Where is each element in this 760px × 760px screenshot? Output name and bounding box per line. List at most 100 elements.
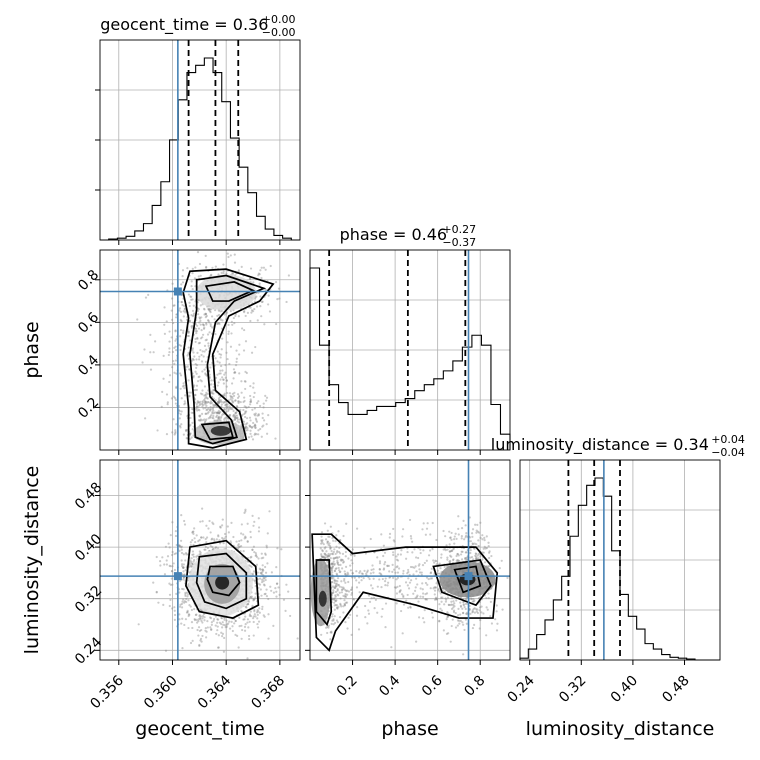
panel-geocent_time-vs-phase-sample-599 (184, 311, 187, 314)
panel-phase-vs-luminosity_distance-sample-382 (334, 585, 338, 588)
panel-geocent_time-vs-luminosity_distance-sample-65 (180, 514, 183, 517)
panel-phase-vs-luminosity_distance-sample-181 (350, 554, 353, 557)
panel-geocent_time-vs-luminosity_distance-sample-517 (250, 565, 253, 569)
panel-phase-vs-luminosity_distance-sample-665 (321, 541, 324, 544)
panel-geocent_time-vs-phase-sample-1301 (161, 390, 164, 394)
panel-geocent_time-vs-luminosity_distance-sample-732 (205, 524, 208, 527)
panel-geocent_time-vs-luminosity_distance-sample-956 (264, 553, 267, 556)
panel-geocent_time-vs-phase-sample-464 (209, 308, 213, 311)
panel-geocent_time-vs-phase-sample-389 (235, 411, 238, 414)
panel-geocent_time-vs-phase-sample-454 (254, 345, 257, 349)
panel-geocent_time-vs-phase-sample-308 (217, 412, 221, 415)
panel-geocent_time-vs-phase-sample-716 (197, 408, 200, 411)
panel-phase-vs-luminosity_distance-xticklabel-3: 0.8 (461, 673, 488, 700)
panel-phase-vs-luminosity_distance-sample-619 (334, 599, 337, 602)
panel-phase-vs-luminosity_distance-sample-1288 (430, 577, 434, 580)
panel-phase-vs-luminosity_distance-sample-947 (401, 632, 404, 635)
panel-geocent_time-vs-phase-sample-178 (211, 392, 214, 395)
panel-phase-vs-luminosity_distance-sample-225 (470, 598, 473, 601)
panel-geocent_time-vs-phase-sample-1323 (205, 391, 208, 394)
panel-geocent_time-vs-phase-sample-1173 (243, 310, 246, 313)
panel-geocent_time-vs-phase-sample-77 (235, 414, 239, 417)
panel-geocent_time-vs-phase-sample-590 (253, 300, 256, 303)
panel-phase-vs-luminosity_distance-sample-577 (434, 597, 438, 600)
panel-geocent_time-vs-phase-sample-1152 (194, 370, 197, 373)
hist-phase-frame (309, 249, 511, 451)
panel-phase-vs-luminosity_distance-sample-829 (418, 568, 421, 571)
panel-geocent_time-vs-phase-sample-805 (186, 334, 189, 337)
panel-phase-vs-luminosity_distance-sample-1218 (367, 609, 370, 612)
panel-phase-vs-luminosity_distance-sample-365 (329, 552, 332, 556)
panel-phase-vs-luminosity_distance-sample-892 (409, 534, 413, 538)
panel-geocent_time-vs-luminosity_distance-sample-1236 (171, 570, 174, 573)
panel-geocent_time-vs-luminosity_distance-sample-390 (251, 548, 254, 551)
panel-phase-vs-luminosity_distance-sample-318 (481, 558, 484, 561)
panel-geocent_time-vs-phase-sample-499 (252, 425, 256, 428)
panel-phase-vs-luminosity_distance-sample-598 (487, 592, 490, 595)
panel-geocent_time-vs-phase-sample-910 (205, 314, 208, 318)
panel-phase-vs-luminosity_distance-sample-566 (456, 552, 459, 556)
panel-geocent_time-vs-phase-sample-433 (249, 429, 252, 432)
panel-phase-vs-luminosity_distance-sample-491 (488, 550, 491, 553)
panel-geocent_time-vs-phase-sample-745 (205, 404, 208, 407)
panel-phase-vs-luminosity_distance-sample-830 (323, 552, 326, 555)
panel-phase-vs-luminosity_distance-sample-447 (332, 557, 335, 560)
panel-geocent_time-vs-luminosity_distance-sample-419 (211, 521, 214, 524)
panel-phase-vs-luminosity_distance-sample-412 (344, 565, 348, 568)
panel-geocent_time-vs-phase-sample-813 (180, 397, 183, 400)
panel-phase-vs-luminosity_distance-sample-85 (335, 606, 339, 609)
panel-geocent_time-vs-phase-sample-497 (259, 427, 262, 431)
panel-geocent_time-vs-luminosity_distance-sample-1017 (234, 619, 237, 622)
panel-geocent_time-vs-phase-sample-496 (210, 401, 214, 405)
panel-phase-vs-luminosity_distance-sample-92 (462, 519, 465, 522)
panel-phase-vs-luminosity_distance-sample-536 (396, 553, 400, 556)
panel-geocent_time-vs-luminosity_distance-sample-580 (237, 543, 240, 546)
panel-phase-vs-luminosity_distance-sample-738 (336, 621, 339, 624)
panel-phase-vs-luminosity_distance-sample-682 (464, 602, 467, 606)
panel-geocent_time-vs-luminosity_distance-sample-963 (181, 617, 184, 620)
panel-geocent_time-vs-phase-sample-888 (187, 391, 191, 394)
panel-geocent_time-vs-phase-sample-481 (204, 400, 207, 403)
panel-phase-vs-luminosity_distance-sample-1186 (338, 591, 341, 594)
panel-geocent_time-vs-luminosity_distance-sample-57 (272, 624, 275, 627)
panel-geocent_time-vs-phase-sample-1382 (210, 400, 213, 403)
panel-geocent_time-vs-luminosity_distance-sample-694 (231, 629, 234, 633)
panel-geocent_time-vs-phase-sample-1077 (209, 311, 212, 314)
panel-geocent_time-vs-luminosity_distance-sample-201 (182, 566, 185, 569)
panel-geocent_time-vs-phase-sample-121 (182, 382, 185, 385)
panel-phase-vs-luminosity_distance-sample-313 (344, 592, 347, 596)
panel-geocent_time-vs-phase-sample-1320 (152, 351, 155, 354)
panel-geocent_time-vs-phase-sample-738 (198, 419, 201, 422)
panel-geocent_time-vs-phase-sample-732 (171, 350, 175, 354)
panel-geocent_time-vs-luminosity_distance-sample-32 (227, 622, 230, 625)
panel-phase-vs-luminosity_distance-sample-942 (487, 597, 490, 600)
panel-phase-vs-luminosity_distance-sample-1291 (423, 561, 426, 565)
panel-phase-vs-luminosity_distance-sample-1118 (338, 569, 341, 572)
panel-phase-vs-luminosity_distance-sample-193 (383, 561, 387, 564)
panel-phase-vs-luminosity_distance-sample-1278 (411, 551, 414, 554)
panel-geocent_time-vs-phase-sample-423 (194, 363, 197, 366)
panel-phase-vs-luminosity_distance-sample-910 (321, 555, 324, 559)
panel-phase-vs-luminosity_distance-sample-446 (352, 597, 355, 601)
panel-geocent_time-vs-phase-sample-1270 (187, 379, 190, 382)
panel-phase-vs-luminosity_distance-sample-45 (457, 527, 460, 531)
panel-phase-vs-luminosity_distance-sample-895 (369, 537, 372, 541)
panel-geocent_time-vs-phase-sample-490 (187, 330, 190, 333)
panel-phase-vs-luminosity_distance-sample-898 (325, 554, 328, 557)
panel-phase-vs-luminosity_distance-sample-861 (343, 599, 346, 602)
panel-phase-vs-luminosity_distance-sample-837 (395, 566, 398, 569)
panel-phase-vs-luminosity_distance-sample-610 (358, 591, 361, 594)
panel-geocent_time-vs-phase-sample-1242 (196, 351, 199, 354)
panel-phase-vs-luminosity_distance-sample-250 (347, 557, 350, 560)
panel-geocent_time-vs-phase-sample-44 (178, 307, 182, 310)
panel-phase-vs-luminosity_distance-sample-264 (334, 586, 337, 590)
panel-phase-vs-luminosity_distance-sample-1242 (332, 576, 335, 579)
panel-geocent_time-vs-phase-sample-811 (253, 433, 256, 436)
panel-geocent_time-vs-luminosity_distance-sample-1257 (201, 621, 204, 624)
panel-phase-vs-luminosity_distance-sample-551 (345, 601, 349, 604)
panel-geocent_time-vs-luminosity_distance-sample-66 (187, 626, 190, 630)
panel-geocent_time-vs-phase-sample-1340 (203, 308, 206, 311)
panel-geocent_time-vs-phase-sample-12 (245, 406, 248, 409)
panel-geocent_time-vs-phase-sample-217 (233, 371, 237, 374)
panel-geocent_time-vs-phase-sample-825 (230, 382, 234, 385)
